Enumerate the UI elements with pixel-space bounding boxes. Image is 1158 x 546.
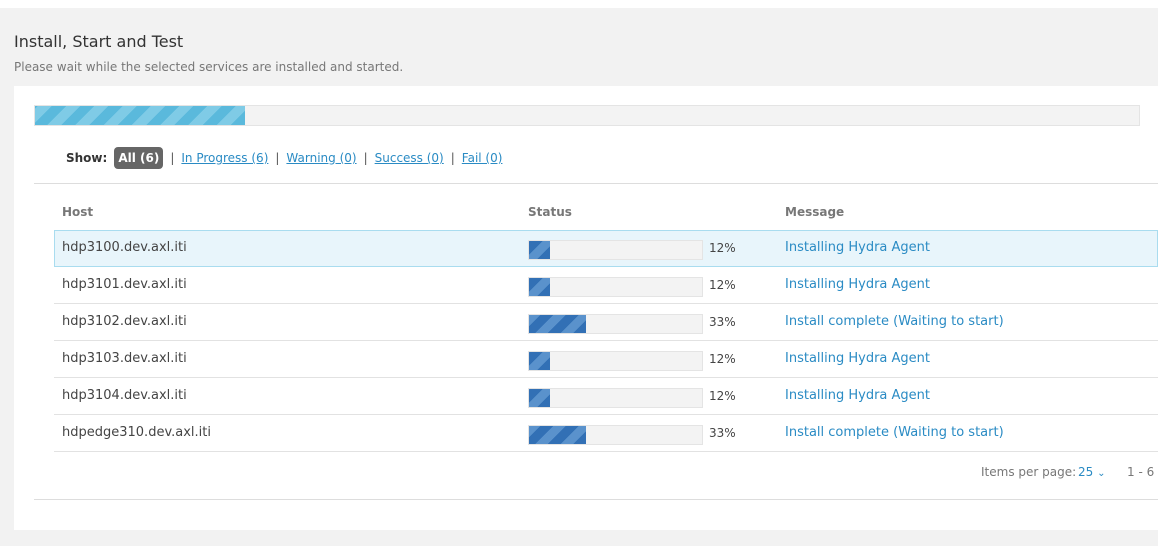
separator: | [363,151,368,165]
table-row [54,415,1158,452]
progress-bar [529,352,550,370]
progress-bar [529,426,587,444]
progress-label: 12% [709,352,736,366]
panel [14,86,1158,530]
filter-link[interactable]: Warning (0) [286,151,357,165]
items-per-page-value[interactable]: 25 [1078,465,1094,479]
progress-bar [529,389,550,407]
filter-bar: Show: All (6) | In Progress (6) | Warning (0… [66,147,502,169]
progress-bar [529,241,550,259]
host-cell: hdp3103.dev.axl.iti [62,351,187,366]
progress-track [528,277,703,297]
table-row [54,304,1158,341]
progress-label: 12% [709,389,736,403]
filter-link[interactable]: Fail (0) [461,151,503,165]
progress-label: 12% [709,278,736,292]
host-cell: hdp3101.dev.axl.iti [62,277,187,292]
progress-bar [529,315,587,333]
table-row [54,378,1158,415]
table-row [54,267,1158,304]
host-cell: hdp3102.dev.axl.iti [62,314,187,329]
subtitle: Please wait while the selected services … [14,60,404,74]
divider [34,499,1158,500]
progress-track [528,240,703,260]
message-link[interactable]: Installing Hydra Agent [785,388,931,403]
page-range: 1 - 6 of 6 [1127,465,1158,479]
host-cell: hdp3100.dev.axl.iti [62,240,187,255]
filter-link[interactable]: Success (0) [374,151,444,165]
message-link[interactable]: Install complete (Waiting to start) [785,425,1004,440]
host-cell: hdpedge310.dev.axl.iti [62,425,211,440]
progress-label: 33% [709,315,736,329]
separator: | [170,151,175,165]
filter-link[interactable]: In Progress (6) [181,151,269,165]
column-header: Host [62,205,94,219]
overall-progress-bar [35,106,245,125]
dropdown-icon[interactable]: ⌄ [1097,468,1106,479]
progress-label: 12% [709,241,736,255]
title: Install, Start and Test [14,32,184,51]
progress-track [528,351,703,371]
filter-label: Show: [66,151,108,165]
message-link[interactable]: Install complete (Waiting to start) [785,314,1004,329]
column-header: Message [785,205,845,219]
message-link[interactable]: Installing Hydra Agent [785,240,931,255]
separator: | [275,151,280,165]
progress-label: 33% [709,426,736,440]
column-header: Status [528,205,572,219]
host-cell: hdp3104.dev.axl.iti [62,388,187,403]
overall-progress-track [34,105,1140,126]
separator: | [450,151,455,165]
progress-track [528,388,703,408]
progress-track [528,425,703,445]
message-link[interactable]: Installing Hydra Agent [785,351,931,366]
table-row [54,341,1158,378]
divider [34,183,1158,184]
table-row [54,230,1158,267]
items-per-page-select[interactable]: 25 ⌄ [1078,465,1106,479]
progress-track [528,314,703,334]
filter-link[interactable]: All (6) [114,147,164,169]
progress-bar [529,278,550,296]
message-link[interactable]: Installing Hydra Agent [785,277,931,292]
items-per-page-label: Items per page: [981,465,1077,479]
